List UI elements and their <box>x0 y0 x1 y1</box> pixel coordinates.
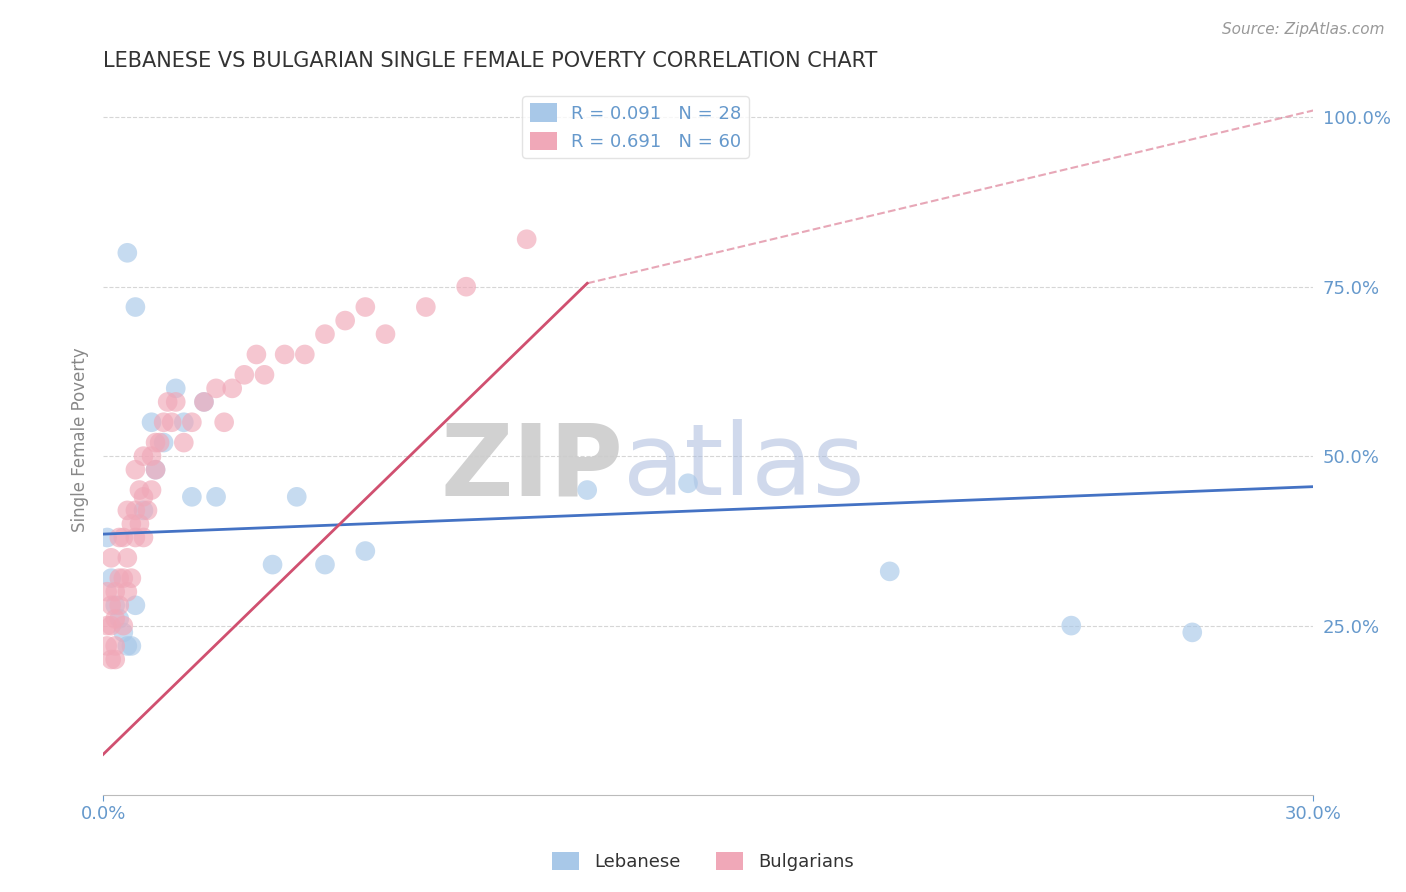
Point <box>141 415 163 429</box>
Point <box>253 368 276 382</box>
Point <box>100 571 122 585</box>
Point <box>152 435 174 450</box>
Point <box>112 625 135 640</box>
Point <box>156 395 179 409</box>
Text: Source: ZipAtlas.com: Source: ZipAtlas.com <box>1222 22 1385 37</box>
Point <box>165 381 187 395</box>
Point <box>104 639 127 653</box>
Point <box>112 618 135 632</box>
Point <box>152 415 174 429</box>
Point <box>132 531 155 545</box>
Point <box>273 347 295 361</box>
Point <box>145 435 167 450</box>
Point <box>354 300 377 314</box>
Point <box>132 449 155 463</box>
Point <box>124 463 146 477</box>
Point <box>294 347 316 361</box>
Text: ZIP: ZIP <box>440 419 623 516</box>
Point <box>173 415 195 429</box>
Point <box>354 544 377 558</box>
Point <box>104 584 127 599</box>
Point <box>1181 625 1204 640</box>
Point <box>104 599 127 613</box>
Point <box>108 531 131 545</box>
Point <box>205 381 228 395</box>
Point <box>112 531 135 545</box>
Point <box>96 639 118 653</box>
Point <box>193 395 215 409</box>
Point <box>676 476 699 491</box>
Point <box>245 347 267 361</box>
Legend: Lebanese, Bulgarians: Lebanese, Bulgarians <box>546 845 860 879</box>
Point <box>124 599 146 613</box>
Point <box>314 327 336 342</box>
Point <box>233 368 256 382</box>
Point <box>516 232 538 246</box>
Point <box>879 565 901 579</box>
Point <box>160 415 183 429</box>
Point <box>145 463 167 477</box>
Point <box>333 313 356 327</box>
Point <box>124 300 146 314</box>
Point <box>100 652 122 666</box>
Point <box>108 571 131 585</box>
Point <box>100 618 122 632</box>
Point <box>149 435 172 450</box>
Point <box>314 558 336 572</box>
Point <box>96 531 118 545</box>
Point <box>120 516 142 531</box>
Point <box>108 612 131 626</box>
Point <box>262 558 284 572</box>
Point <box>117 245 139 260</box>
Point <box>128 483 150 497</box>
Point <box>104 652 127 666</box>
Point <box>221 381 243 395</box>
Point <box>456 279 478 293</box>
Point <box>108 599 131 613</box>
Point <box>180 415 202 429</box>
Point <box>165 395 187 409</box>
Legend: R = 0.091   N = 28, R = 0.691   N = 60: R = 0.091 N = 28, R = 0.691 N = 60 <box>523 96 749 158</box>
Point <box>136 503 159 517</box>
Point <box>212 415 235 429</box>
Point <box>132 503 155 517</box>
Point <box>132 490 155 504</box>
Point <box>96 618 118 632</box>
Point <box>100 599 122 613</box>
Point <box>173 435 195 450</box>
Point <box>285 490 308 504</box>
Point <box>128 516 150 531</box>
Text: LEBANESE VS BULGARIAN SINGLE FEMALE POVERTY CORRELATION CHART: LEBANESE VS BULGARIAN SINGLE FEMALE POVE… <box>103 51 877 70</box>
Point <box>117 550 139 565</box>
Point <box>141 483 163 497</box>
Point <box>104 612 127 626</box>
Point <box>180 490 202 504</box>
Point <box>120 571 142 585</box>
Point <box>576 483 599 497</box>
Point <box>1060 618 1083 632</box>
Point <box>124 531 146 545</box>
Point <box>124 503 146 517</box>
Text: atlas: atlas <box>623 419 865 516</box>
Point <box>193 395 215 409</box>
Point <box>141 449 163 463</box>
Point <box>415 300 437 314</box>
Point <box>100 550 122 565</box>
Point <box>112 571 135 585</box>
Point <box>205 490 228 504</box>
Point <box>117 639 139 653</box>
Point <box>96 584 118 599</box>
Point <box>145 463 167 477</box>
Point <box>117 584 139 599</box>
Point <box>120 639 142 653</box>
Y-axis label: Single Female Poverty: Single Female Poverty <box>72 347 89 532</box>
Point <box>117 503 139 517</box>
Point <box>374 327 396 342</box>
